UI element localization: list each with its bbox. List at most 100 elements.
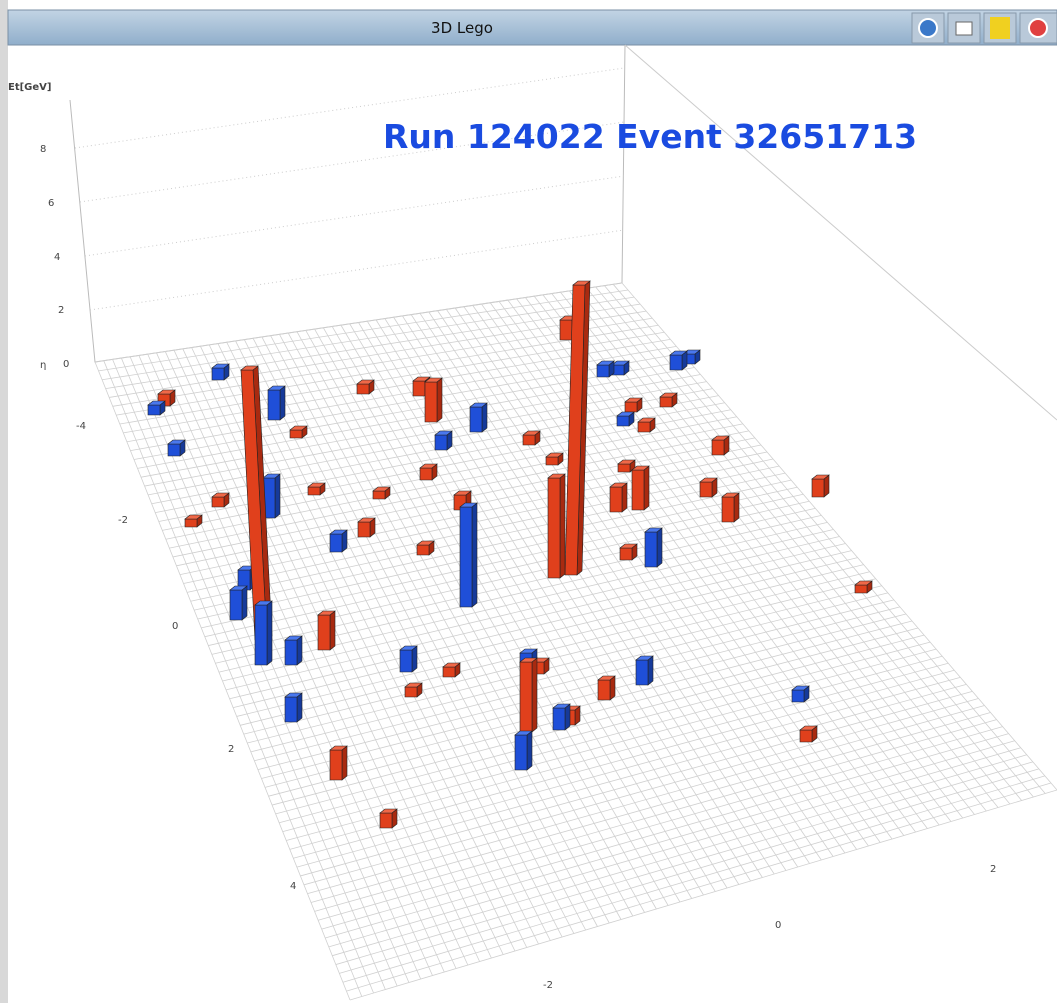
- tower-top: [229, 585, 248, 591]
- tower-side: [274, 473, 281, 519]
- tower-front: [699, 481, 713, 498]
- eta-tick-label: 4: [290, 881, 296, 892]
- tower-top: [459, 502, 478, 508]
- run-event-label: Run 124022 Event 32651713: [383, 117, 917, 156]
- tower-top: [453, 490, 472, 496]
- tower-front: [811, 478, 825, 498]
- tower-front: [329, 749, 343, 781]
- tower-front: [379, 812, 393, 829]
- tower-top: [284, 635, 303, 641]
- tower-front: [791, 689, 805, 703]
- tower-top: [184, 514, 203, 520]
- tower-top: [416, 540, 435, 546]
- tower-top: [619, 543, 638, 549]
- grid-line: [250, 592, 888, 753]
- grid-line: [105, 303, 641, 389]
- left-border: [0, 0, 8, 1003]
- eta-tick-label: -4: [76, 421, 86, 432]
- tower-side: [621, 482, 628, 513]
- tower-top: [854, 580, 873, 586]
- tower-front: [854, 584, 868, 594]
- tower-top: [659, 392, 678, 398]
- tower-top: [609, 482, 628, 488]
- tower-top: [596, 360, 615, 366]
- grid-line: [133, 360, 689, 460]
- grid-line: [94, 282, 623, 363]
- grid-line: [275, 641, 931, 815]
- wall-line: [84, 175, 625, 257]
- grid-line: [222, 536, 840, 682]
- tower-side: [296, 635, 303, 666]
- tower-front: [644, 531, 658, 568]
- undock-icon: [955, 21, 973, 36]
- tower-side: [411, 645, 418, 673]
- close-icon: [1028, 18, 1048, 38]
- tower-top: [147, 400, 166, 406]
- grid-line: [296, 683, 967, 868]
- tower-front: [669, 354, 683, 371]
- grid-line: [211, 514, 822, 655]
- grid-line: [314, 719, 997, 912]
- window-title: 3D Lego: [431, 19, 493, 37]
- tower-side: [481, 402, 488, 433]
- eta-tick-label: 0: [172, 621, 178, 632]
- tower-top: [547, 473, 566, 479]
- tower-side: [341, 745, 348, 781]
- grid-line: [349, 789, 1057, 1001]
- tower-front: [399, 649, 413, 673]
- tower-top: [616, 411, 635, 417]
- tower-front: [229, 589, 243, 621]
- tower-side: [329, 610, 336, 651]
- tower-front: [711, 439, 725, 456]
- tower-side: [559, 473, 566, 579]
- tower-front: [659, 396, 673, 408]
- grid-line: [201, 493, 804, 629]
- grid-line: [137, 367, 695, 469]
- tower-front: [167, 443, 181, 457]
- grid-line: [240, 571, 870, 726]
- tower-front: [721, 496, 735, 523]
- tower-front: [637, 421, 651, 433]
- tower-top: [317, 610, 336, 616]
- tower-side: [643, 465, 650, 511]
- grid-line: [310, 712, 991, 903]
- grid-line: [282, 655, 943, 833]
- tower-side: [733, 492, 740, 523]
- tower-front: [616, 415, 630, 427]
- title-bar: [7, 9, 1057, 46]
- grid-line: [293, 676, 961, 859]
- tower-front: [596, 364, 610, 378]
- tower-front: [211, 367, 225, 381]
- tower-side: [241, 585, 248, 621]
- tower-top: [419, 463, 438, 469]
- tower-top: [545, 452, 564, 458]
- grid-line: [261, 613, 907, 779]
- tower-side: [564, 703, 571, 731]
- grid-line: [225, 543, 846, 691]
- tower-front: [552, 707, 566, 731]
- grid-line: [346, 782, 1052, 992]
- tower-front: [211, 496, 225, 508]
- tower-top: [167, 439, 186, 445]
- tower-front: [267, 389, 281, 421]
- tower-top: [442, 662, 461, 668]
- tower-side: [656, 527, 663, 568]
- side-wall-edge: [624, 44, 1057, 421]
- tower-front: [514, 734, 528, 771]
- eta-tick-label: -2: [118, 515, 128, 526]
- grid-line: [236, 564, 864, 717]
- tick-labels: 8 6 4 2 0 -4 -2 0 2 4 -2 0 2: [40, 144, 996, 991]
- tower-front: [631, 469, 645, 511]
- tower-front: [799, 729, 813, 743]
- tower-top: [624, 397, 643, 403]
- tower-top: [519, 648, 538, 654]
- phi-tick-label: 0: [775, 920, 781, 931]
- tower-top: [631, 465, 650, 471]
- tower-front: [284, 696, 298, 723]
- tower-top: [611, 360, 630, 366]
- tower-top: [379, 808, 398, 814]
- grid-line: [325, 740, 1015, 939]
- tower-top: [356, 379, 375, 385]
- tower-top: [240, 365, 259, 371]
